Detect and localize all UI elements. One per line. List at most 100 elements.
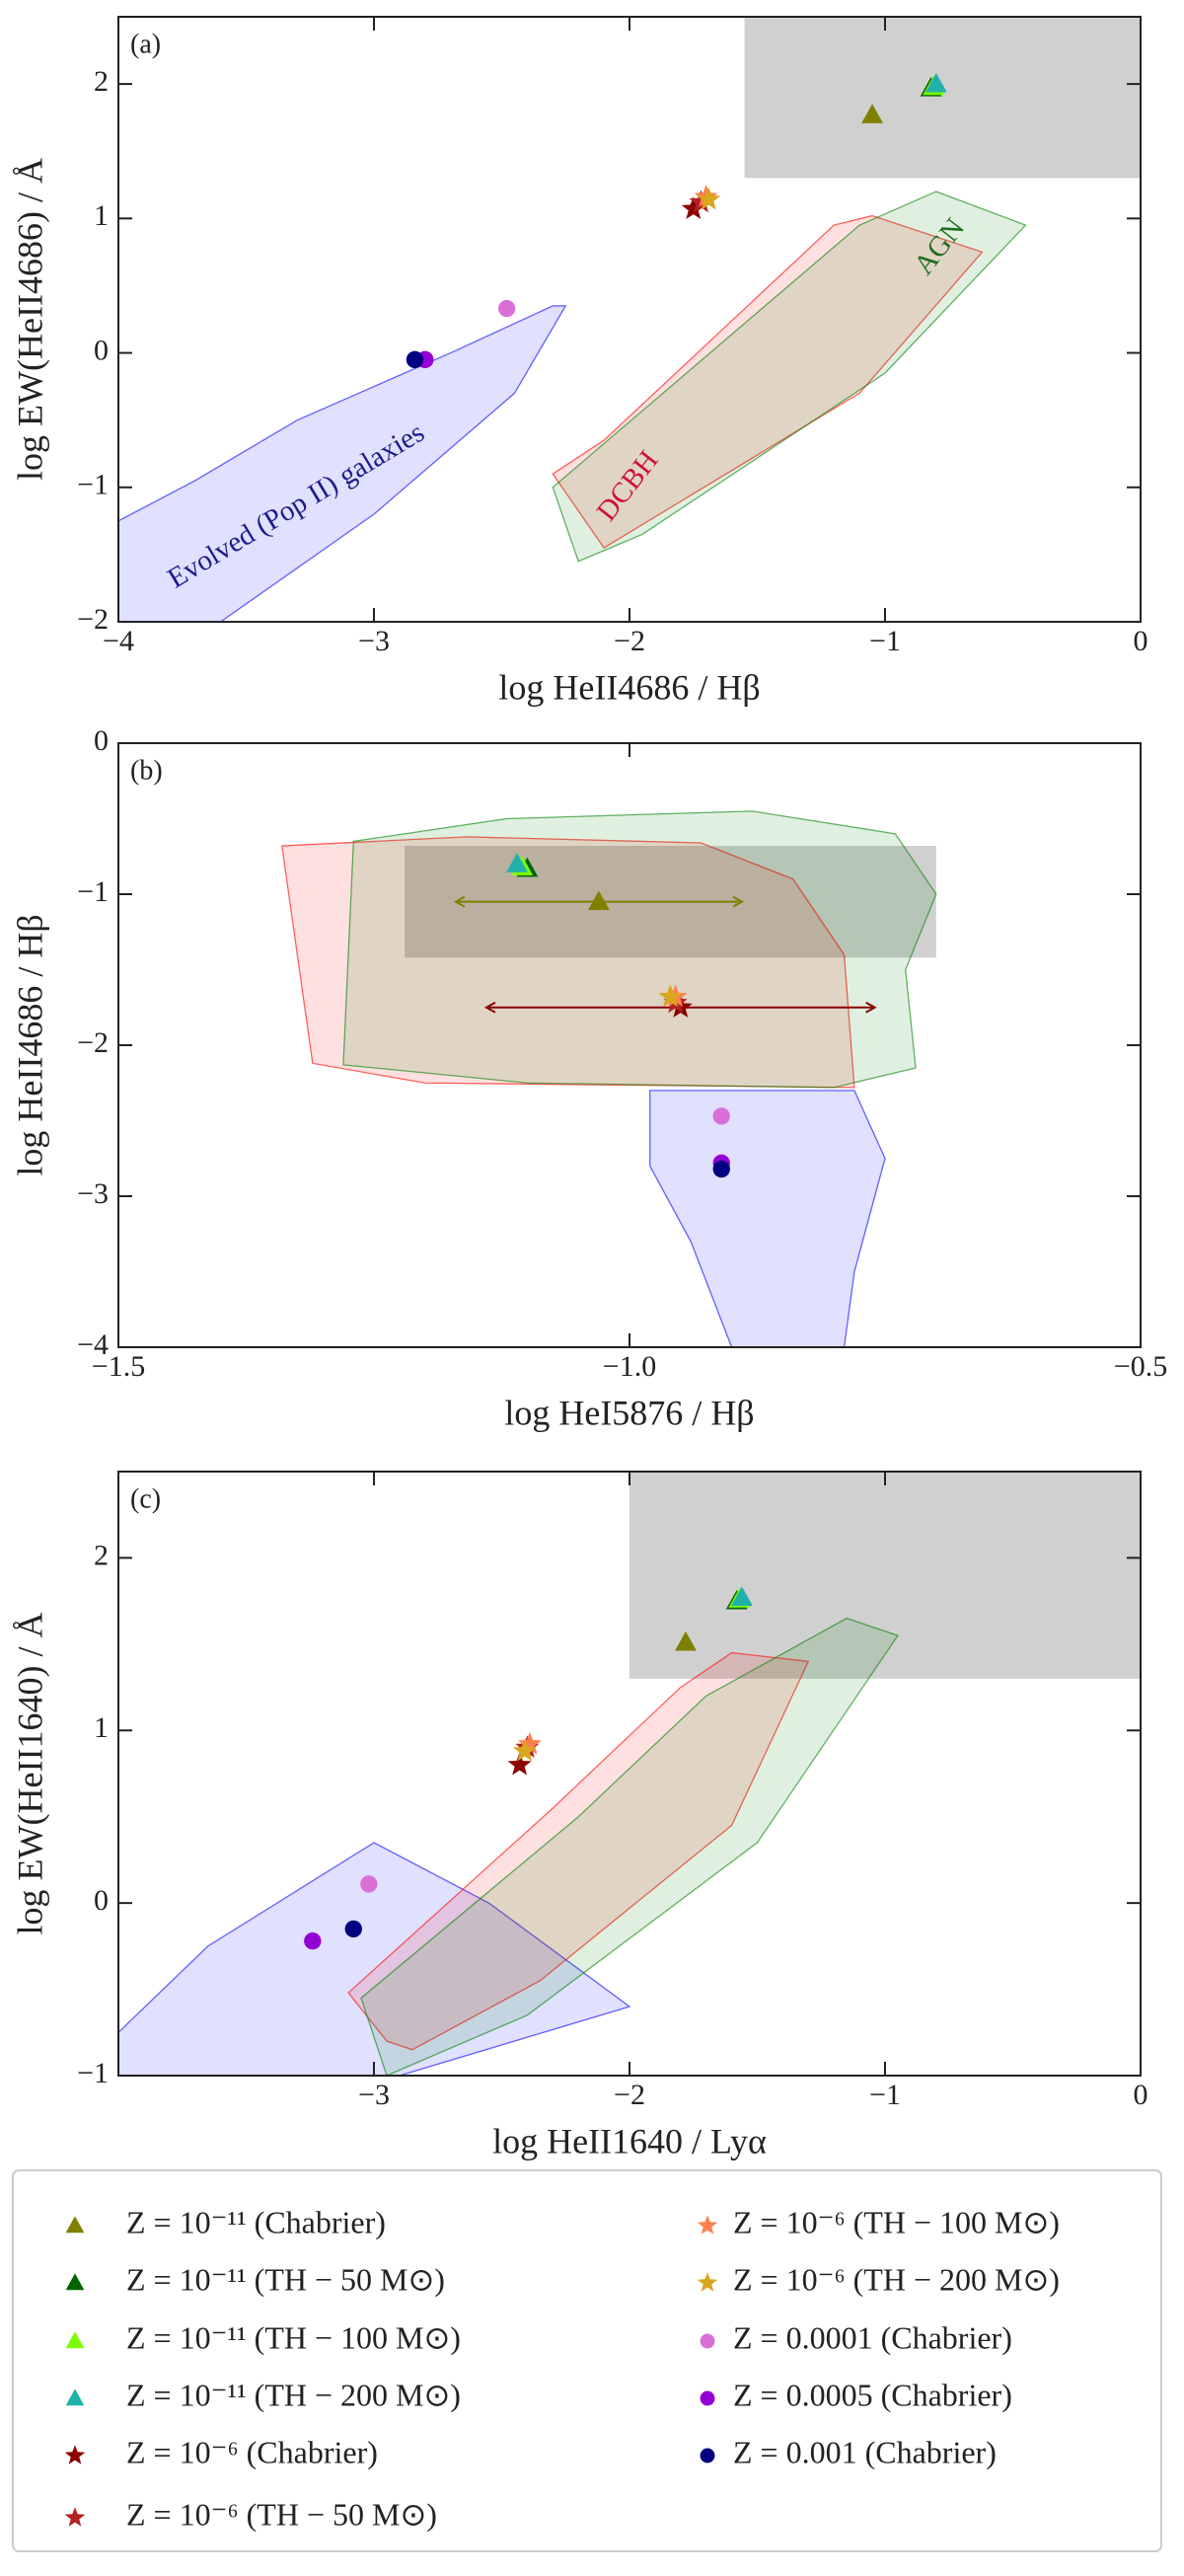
marker (518, 1731, 542, 1755)
legend-marker (700, 2448, 715, 2463)
marker (360, 1875, 378, 1893)
legend-entry: Z = 10⁻¹¹ (TH − 200 M⊙) (65, 2377, 461, 2412)
legend-marker (700, 2390, 715, 2406)
region (347, 1651, 810, 2051)
x-tick-label: −1.5 (92, 1350, 145, 1383)
legend-marker (700, 2333, 715, 2349)
legend-label: Z = 10⁻⁶ (TH − 200 M⊙) (733, 2261, 1060, 2297)
legend-entry: Z = 0.0001 (Chabrier) (700, 2319, 1012, 2355)
legend-label: Z = 10⁻¹¹ (TH − 100 M⊙) (126, 2319, 461, 2355)
x-axis-label: log HeII1640 / Lyα (492, 2121, 767, 2160)
y-tick-label: −1 (77, 875, 109, 908)
marker (731, 1586, 753, 1607)
x-tick-label: −1 (869, 2079, 901, 2111)
y-tick-label: −1 (77, 469, 109, 501)
legend-label: Z = 0.001 (Chabrier) (733, 2434, 997, 2469)
y-tick-label: 2 (94, 1539, 109, 1571)
legend-entry: Z = 10⁻⁶ (TH − 100 M⊙) (697, 2204, 1060, 2239)
marker (712, 1107, 730, 1125)
marker (344, 1920, 362, 1938)
region (552, 214, 984, 549)
x-tick-label: −2 (614, 2079, 645, 2111)
y-axis-label: log HeII4686 / Hβ (10, 914, 49, 1175)
y-tick-label: 0 (94, 1884, 109, 1917)
legend-box (12, 2169, 1162, 2552)
shaded-region (744, 17, 1141, 179)
error-cap (732, 895, 745, 908)
x-tick-label: −1 (869, 625, 901, 657)
x-tick-label: 0 (1134, 625, 1148, 657)
legend-label: Z = 10⁻¹¹ (TH − 50 M⊙) (126, 2261, 445, 2297)
y-tick-label: 1 (94, 1711, 109, 1744)
y-tick-label: −3 (77, 1177, 109, 1210)
marker (658, 984, 683, 1008)
marker (861, 104, 883, 123)
legend-marker (64, 2445, 86, 2464)
legend-marker (65, 2216, 85, 2234)
error-cap (483, 1001, 496, 1014)
error-cap (865, 1001, 877, 1014)
marker (588, 890, 610, 911)
legend-label: Z = 0.0001 (Chabrier) (733, 2319, 1012, 2355)
marker (681, 196, 705, 219)
x-tick-label: 0 (1134, 2079, 1148, 2111)
panel-label: (b) (130, 755, 163, 786)
region (360, 1617, 899, 2076)
y-tick-label: −1 (77, 2057, 109, 2089)
region (649, 1090, 886, 1347)
legend-label: Z = 10⁻¹¹ (TH − 200 M⊙) (126, 2377, 461, 2412)
marker (675, 1630, 697, 1651)
y-tick-label: −2 (77, 1026, 109, 1059)
y-tick-label: −2 (77, 603, 109, 636)
marker (406, 350, 424, 369)
error-cap (453, 895, 466, 908)
x-tick-label: −1.0 (603, 1350, 656, 1383)
y-tick-label: 1 (94, 199, 109, 232)
legend-marker (697, 2215, 718, 2235)
legend-label: Z = 10⁻⁶ (Chabrier) (126, 2434, 378, 2469)
x-tick-label: −3 (358, 625, 390, 657)
legend-label: Z = 10⁻⁶ (TH − 50 M⊙) (126, 2496, 437, 2532)
legend-entry: Z = 10⁻⁶ (Chabrier) (64, 2434, 378, 2469)
shaded-region (629, 1472, 1141, 1679)
x-tick-label: −2 (614, 625, 645, 657)
panel-label: (c) (130, 1483, 161, 1514)
legend-entry: Z = 10⁻¹¹ (Chabrier) (65, 2204, 386, 2239)
x-tick-label: −3 (358, 2079, 390, 2111)
legend-label: Z = 10⁻⁶ (TH − 100 M⊙) (733, 2204, 1060, 2239)
plot-area (118, 1472, 1141, 2076)
marker (506, 853, 528, 872)
region (342, 810, 937, 1089)
marker (507, 1752, 532, 1776)
y-tick-label: 0 (94, 334, 109, 366)
marker (304, 1932, 322, 1950)
legend-marker (64, 2507, 86, 2527)
x-axis-label: log HeII4686 / Hβ (498, 667, 760, 707)
legend-entry: Z = 10⁻⁶ (TH − 50 M⊙) (64, 2496, 437, 2532)
y-tick-label: 2 (94, 65, 109, 98)
x-axis-label: log HeI5876 / Hβ (504, 1393, 754, 1432)
y-tick-label: 0 (94, 724, 109, 757)
region (281, 836, 855, 1089)
legend-label: Z = 10⁻¹¹ (Chabrier) (126, 2204, 386, 2239)
region (552, 190, 1027, 563)
legend-marker (65, 2273, 85, 2291)
marker (498, 299, 516, 318)
legend-marker (697, 2272, 718, 2292)
y-axis-label: log EW(HeII1640) / Å (10, 1613, 49, 1935)
legend-entry: Z = 10⁻¹¹ (TH − 50 M⊙) (65, 2261, 445, 2297)
y-axis-label: log EW(HeII4686) / Å (10, 158, 49, 481)
legend-label: Z = 0.0005 (Chabrier) (733, 2377, 1012, 2412)
legend-entry: Z = 0.001 (Chabrier) (700, 2434, 997, 2469)
panel-label: (a) (130, 29, 161, 59)
legend-entry: Z = 10⁻⁶ (TH − 200 M⊙) (697, 2261, 1060, 2297)
x-tick-label: −4 (103, 625, 134, 657)
legend-entry: Z = 0.0005 (Chabrier) (700, 2377, 1012, 2412)
plot-area (281, 810, 937, 1347)
region (118, 305, 567, 622)
legend-entry: Z = 10⁻¹¹ (TH − 100 M⊙) (65, 2319, 461, 2355)
marker (712, 1160, 730, 1178)
legend-marker (65, 2388, 85, 2406)
